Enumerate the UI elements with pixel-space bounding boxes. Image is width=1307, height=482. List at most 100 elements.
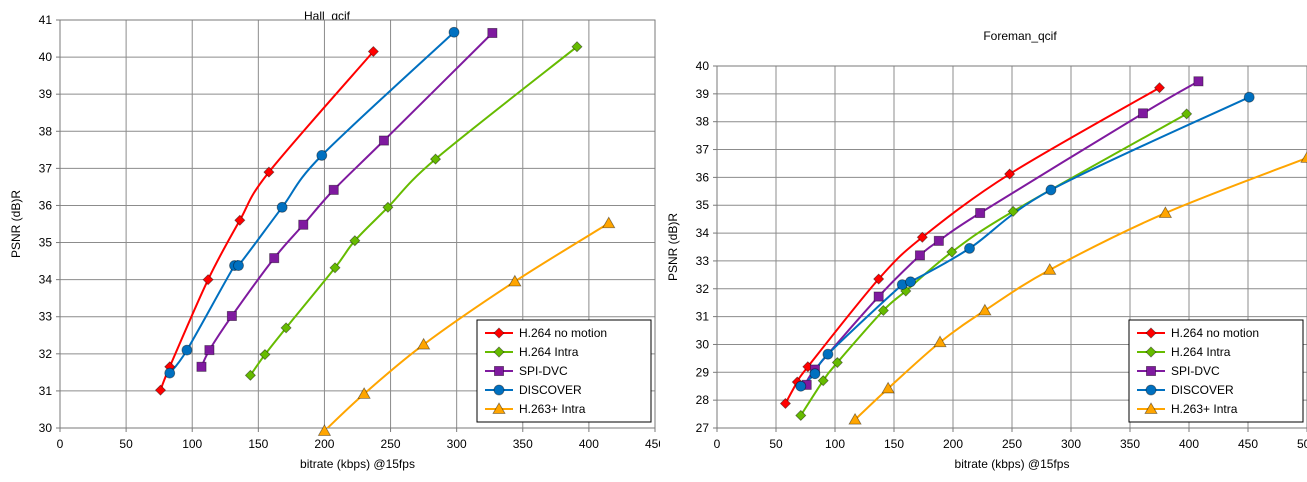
hall-legend-label: H.264 Intra — [519, 345, 579, 359]
foreman-y-tick-label: 30 — [696, 337, 710, 351]
hall-point-spi-dvc — [196, 361, 207, 372]
foreman-x-tick-label: 250 — [1002, 437, 1022, 451]
hall-x-tick-label: 150 — [248, 437, 268, 451]
foreman-point-discover — [905, 276, 916, 288]
foreman-legend-swatch-marker — [1144, 402, 1158, 414]
foreman-legend-swatch-marker — [1145, 346, 1157, 358]
hall-x-tick-label: 400 — [579, 437, 599, 451]
hall-point-h-263-intra — [357, 387, 371, 399]
hall-x-tick-label: 350 — [513, 437, 533, 451]
hall-legend-swatch-marker — [493, 365, 504, 376]
hall-legend-item-discover: DISCOVER — [485, 383, 582, 397]
hall-point-h-264-no-motion — [367, 45, 379, 58]
foreman-point-h-263-intra — [978, 303, 992, 316]
hall-point-discover — [233, 260, 244, 271]
hall-point-h-263-intra — [602, 216, 616, 229]
foreman-legend-swatch-marker — [1145, 365, 1156, 376]
foreman-legend-swatch-marker — [1145, 327, 1157, 339]
foreman-x-tick-label: 500 — [1297, 437, 1307, 451]
hall-legend-swatch-marker — [493, 327, 505, 339]
foreman-y-tick-label: 34 — [696, 226, 710, 240]
hall-y-tick-label: 36 — [39, 198, 53, 212]
foreman-x-tick-label: 100 — [825, 437, 845, 451]
foreman-point-h-264-no-motion — [873, 273, 885, 285]
chart-hall-qcif: Hall_qcif0501001502002503003504004503031… — [9, 9, 660, 471]
foreman-point-h-263-intra — [1300, 151, 1307, 163]
chart-foreman-qcif: Foreman_qcif 0 50 100 150 200 250 300 350 400 450 5… — [655, 0, 1307, 482]
foreman-point-h-263-intra — [1043, 263, 1057, 275]
foreman-point-spi-dvc — [1137, 108, 1148, 119]
hall-point-h-264-intra — [259, 348, 271, 361]
hall-legend: H.264 no motion H.264 Intra SPI-DVC DISCOVE… — [476, 319, 652, 423]
hall-point-h-263-intra — [416, 337, 431, 350]
foreman-point-discover — [795, 380, 807, 392]
hall-series-h-264-intra — [249, 45, 578, 376]
foreman-y-tick-label: 35 — [696, 198, 710, 212]
hall-point-spi-dvc — [328, 184, 339, 195]
foreman-point-h-263-intra — [848, 412, 862, 425]
foreman-legend-item-h-263-intra: H.263+ Intra — [1137, 402, 1238, 416]
foreman-y-tick-label: 38 — [696, 115, 710, 129]
hall-x-tick-label: 100 — [182, 437, 202, 451]
hall-legend-box — [476, 319, 652, 423]
foreman-legend-label: DISCOVER — [1171, 383, 1234, 397]
foreman-x-tick-label: 450 — [1238, 437, 1258, 451]
hall-line-h-263-intra — [326, 222, 610, 428]
foreman-point-discover — [809, 368, 821, 380]
foreman-point-h-264-intra — [1181, 108, 1193, 120]
foreman-legend-label: H.264 Intra — [1171, 345, 1231, 359]
foreman-legend-label: SPI-DVC — [1171, 364, 1220, 378]
foreman-legend-item-spi-dvc: SPI-DVC — [1137, 364, 1220, 378]
hall-line-spi-dvc — [200, 32, 494, 368]
foreman-legend-label: H.264 no motion — [1171, 326, 1259, 340]
hall-y-tick-label: 41 — [39, 13, 53, 27]
foreman-markers-h-264-intra — [795, 108, 1193, 422]
foreman-markers-discover — [795, 91, 1255, 392]
hall-plot-border — [59, 19, 656, 429]
hall-markers-h-264-intra — [244, 41, 583, 381]
foreman-legend-label: H.263+ Intra — [1171, 402, 1238, 416]
hall-point-spi-dvc — [378, 135, 389, 146]
foreman-x-tick-label: 150 — [884, 437, 904, 451]
hall-y-tick-label: 35 — [39, 236, 53, 250]
foreman-y-tick-label: 36 — [696, 170, 710, 184]
hall-point-discover — [164, 367, 176, 379]
foreman-y-tick-label: 28 — [696, 393, 710, 407]
foreman-x-tick-label: 50 — [769, 437, 783, 451]
foreman-point-h-264-no-motion — [1004, 168, 1016, 180]
foreman-point-h-264-intra — [1007, 205, 1019, 217]
foreman-title: Foreman_qcif — [983, 29, 1057, 43]
foreman-point-h-263-intra — [933, 335, 947, 348]
hall-point-h-264-no-motion — [234, 214, 246, 226]
hall-legend-swatch-marker — [493, 384, 505, 396]
foreman-point-h-264-intra — [817, 375, 829, 387]
hall-legend-swatch-marker — [493, 346, 505, 358]
foreman-y-tick-label: 39 — [696, 87, 710, 101]
hall-y-tick-label: 38 — [39, 124, 53, 138]
hall-legend-label: DISCOVER — [519, 383, 582, 397]
hall-y-tick-label: 32 — [39, 347, 53, 361]
hall-point-h-264-intra — [382, 201, 394, 213]
foreman-y-tick-label: 40 — [696, 59, 710, 73]
hall-point-h-263-intra — [508, 274, 522, 287]
foreman-y-axis-label: PSNR (dB)R — [666, 213, 680, 281]
foreman-y-tick-label: 31 — [696, 310, 710, 324]
hall-point-spi-dvc — [226, 310, 237, 321]
hall-y-tick-label: 30 — [39, 421, 53, 435]
hall-y-tick-labels: 30 31 32 33 34 35 36 37 38 39 40 41 — [39, 13, 60, 435]
foreman-y-tick-label: 33 — [696, 254, 710, 268]
hall-point-h-264-intra — [280, 322, 292, 334]
hall-markers-spi-dvc — [196, 27, 498, 372]
foreman-markers-h-263-intra — [848, 151, 1307, 425]
hall-line-h-264-intra — [249, 45, 578, 376]
foreman-point-h-264-intra — [795, 409, 807, 422]
foreman-legend-item-h-264-intra: H.264 Intra — [1137, 345, 1231, 359]
hall-point-h-264-no-motion — [154, 384, 167, 396]
hall-point-h-264-intra — [571, 41, 583, 53]
foreman-line-h-263-intra — [854, 156, 1307, 421]
hall-legend-item-h-264-intra: H.264 Intra — [485, 345, 579, 359]
hall-point-h-264-intra — [429, 153, 442, 165]
hall-x-axis-label: bitrate (kbps) @15fps — [300, 457, 415, 471]
hall-legend-label: H.263+ Intra — [519, 402, 586, 416]
foreman-x-axis-label: bitrate (kbps) @15fps — [955, 457, 1070, 471]
